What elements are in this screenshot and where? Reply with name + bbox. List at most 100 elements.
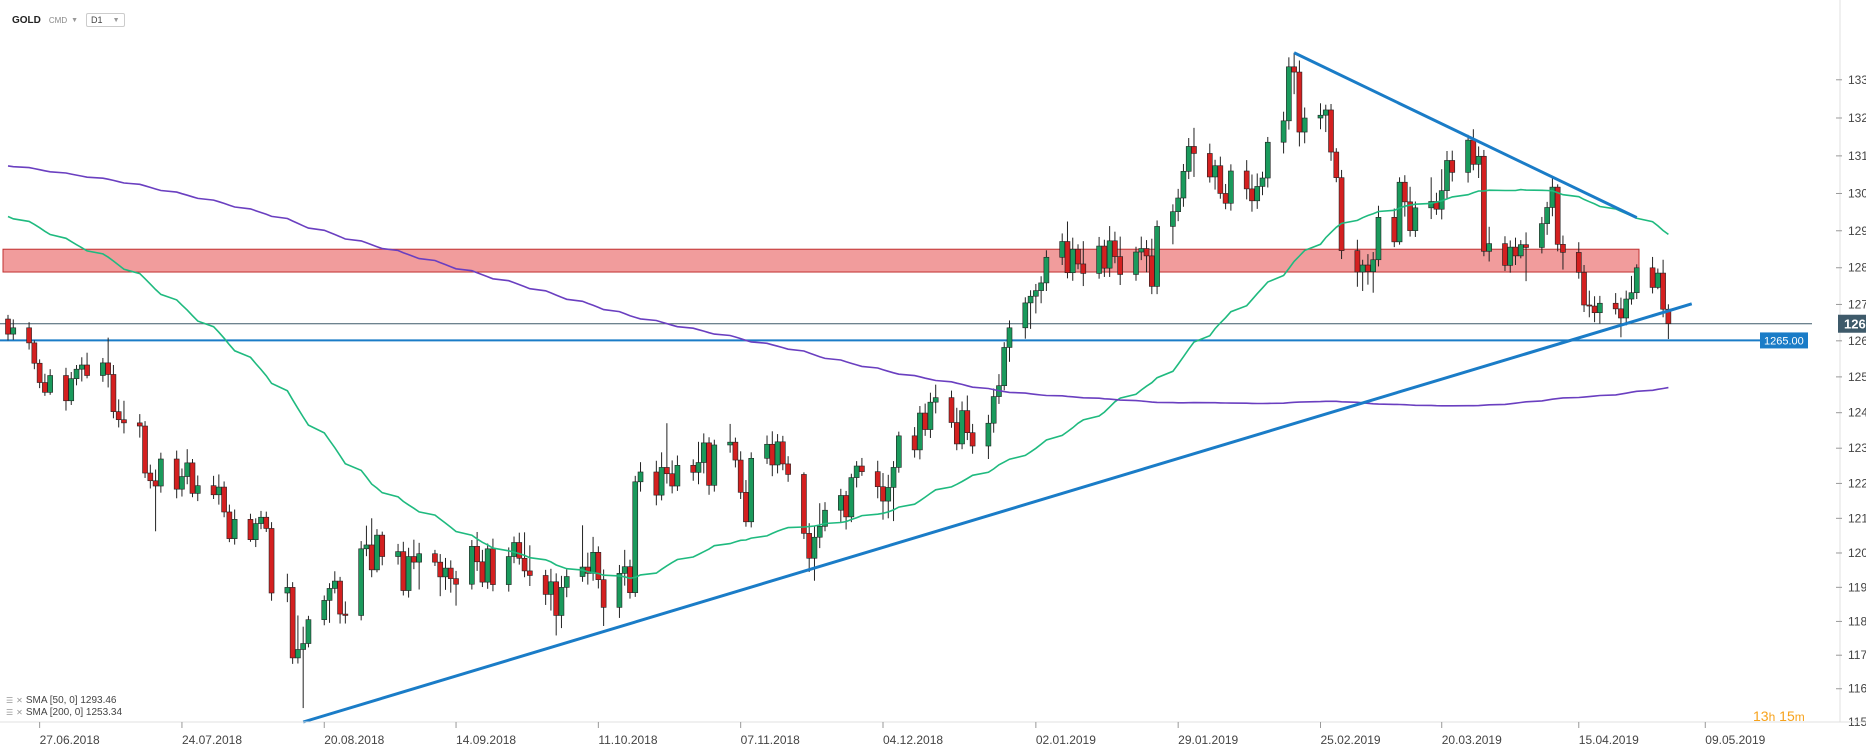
candle-bull [764,443,770,459]
candle-bear [859,465,865,472]
candle-bull [374,534,380,571]
candle-bear [1143,248,1150,257]
candle-bull [774,441,781,466]
x-tick-label: 29.01.2019 [1178,733,1238,747]
candle-bull [1286,66,1292,122]
candle-bull [1170,211,1176,227]
candle-bull [621,566,628,574]
candle-bull [1655,272,1661,288]
candle-bull [1465,139,1471,173]
y-tick-label: 1175.27 [1848,648,1866,662]
candle-bear [247,519,254,540]
candle-bull [326,588,333,601]
candle-bear [706,442,712,486]
candle-bull [332,580,338,589]
candle-bear [969,432,976,447]
candle-bull [1317,114,1324,119]
candle-bear [342,613,349,616]
y-tick-label: 1317.61 [1848,149,1866,163]
close-icon[interactable]: ✕ [16,696,23,705]
candle-bull [1475,155,1482,165]
candle-bear [953,422,960,445]
y-tick-label: 1296.26 [1848,224,1866,238]
legend-sma200[interactable]: ☰ ✕ SMA [200, 0] 1253.34 [6,707,122,719]
legend-sma50[interactable]: ☰ ✕ SMA [50, 0] 1293.46 [6,695,122,707]
x-tick-label: 11.10.2018 [598,733,657,747]
y-tick-label: 1184.90 [1848,614,1866,628]
candle-bull [990,396,997,424]
asset-class-label: CMD [48,15,68,25]
y-tick-label: 1285.72 [1848,261,1866,275]
y-tick-label: 1194.62 [1848,580,1866,594]
candle-bull [100,362,106,376]
candle-bull [405,556,412,591]
x-tick-label: 20.03.2019 [1442,733,1502,747]
candle-bear [1117,256,1123,275]
level-label: 1265.00 [1764,335,1804,347]
candle-bull [295,649,301,659]
candle-bull [1444,160,1450,191]
candle-bull [748,458,755,523]
candle-bear [1660,272,1666,310]
candle-bull [442,567,449,578]
candle-bull [1212,165,1218,178]
candle-bull [1280,120,1287,143]
x-tick-label: 25.02.2019 [1320,733,1380,747]
candle-bull [1633,267,1640,294]
candle-countdown: 13h 15m [1753,708,1805,724]
candle-bear [142,425,148,474]
candle-bear [769,443,776,466]
timeframe-select[interactable]: D1 ▼ [86,13,125,27]
candle-bear [1149,255,1155,287]
candle-bull [616,573,623,608]
candle-bull [1623,298,1630,319]
asset-class-select[interactable]: CMD ▼ [49,16,78,25]
candle-bear [115,411,122,421]
candle-bear [1354,250,1361,273]
candle-bear [173,458,180,490]
candle-bull [816,526,823,538]
candle-bull [1486,243,1492,252]
candle-bear [479,561,486,583]
candle-bull [700,442,707,463]
candle-bull [838,495,844,511]
candle-bull [1544,207,1550,224]
candle-bear [595,552,602,580]
candle-bull [194,485,201,494]
candle-bear [1481,155,1487,252]
candle-bull [590,552,596,574]
close-icon[interactable]: ✕ [16,708,23,717]
candle-bear [189,462,196,494]
symbol-label[interactable]: GOLD [12,14,41,26]
candle-bear [1618,308,1624,319]
candle-bear [527,570,533,576]
indicator-legend: ☰ ✕ SMA [50, 0] 1293.46 ☰ ✕ SMA [200, 0]… [6,695,122,719]
x-tick-label: 14.09.2018 [456,733,516,747]
candle-bear [1222,193,1229,204]
candle-bull [358,548,364,616]
candle-bear [1581,272,1587,306]
candle-bear [136,422,143,427]
candle-bear [26,327,32,344]
y-tick-label: 1328.41 [1848,111,1866,125]
candle-bull [1043,256,1050,284]
candle-bear [516,542,523,559]
candle-bear [152,480,159,487]
candle-bear [743,492,749,523]
candle-bull [558,587,565,616]
candle-bull [632,481,639,593]
candle-bear [1112,240,1118,257]
x-tick-label: 20.08.2018 [324,733,384,747]
settings-icon[interactable]: ☰ [6,696,14,705]
candle-bull [848,477,855,518]
candle-bull [548,581,554,595]
settings-icon[interactable]: ☰ [6,708,14,717]
candle-bull [711,444,718,486]
candle-bear [1523,244,1529,248]
candle-bull [416,553,422,563]
candle-bull [78,364,85,370]
candle-bear [210,485,217,496]
candle-bear [1449,160,1456,173]
candle-bear [221,486,227,513]
